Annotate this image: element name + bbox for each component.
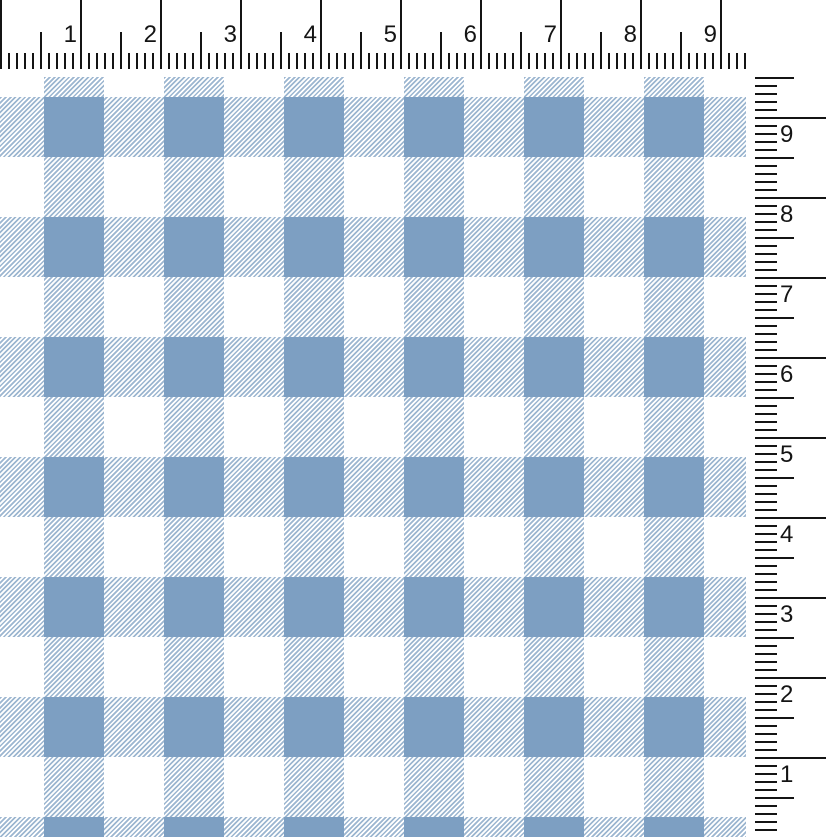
ruler-right-number: 5 [780,441,794,468]
ruler-top-number: 3 [223,21,237,48]
gingham-horizontal-band [0,97,746,157]
gingham-horizontal-band [0,217,746,277]
ruler-top: 1 2 3 4 5 6 7 8 9 [0,0,746,70]
gingham-horizontal-band [0,817,746,837]
ruler-top-number: 2 [143,21,157,48]
ruler-top-number: 6 [463,21,477,48]
ruler-right-number: 1 [780,761,794,788]
ruler-top-number: 4 [303,21,317,48]
ruler-right-number: 6 [780,361,794,388]
gingham-horizontal-band [0,577,746,637]
ruler-right-number: 4 [780,521,794,548]
fabric-swatch [0,77,746,837]
ruler-right: 9 8 7 6 5 4 3 2 1 [755,77,826,837]
ruler-right-number: 2 [780,681,794,708]
ruler-right-number: 3 [780,601,794,628]
ruler-top-number: 8 [623,21,637,48]
gingham-horizontal-band [0,697,746,757]
ruler-right-number: 7 [780,281,794,308]
ruler-top-number: 7 [543,21,557,48]
ruler-top-number: 9 [703,21,717,48]
gingham-horizontal-band [0,457,746,517]
ruler-top-number: 1 [63,21,77,48]
ruler-right-number: 9 [780,121,794,148]
ruler-top-number: 5 [383,21,397,48]
gingham-horizontal-band [0,337,746,397]
ruler-right-number: 8 [780,201,794,228]
